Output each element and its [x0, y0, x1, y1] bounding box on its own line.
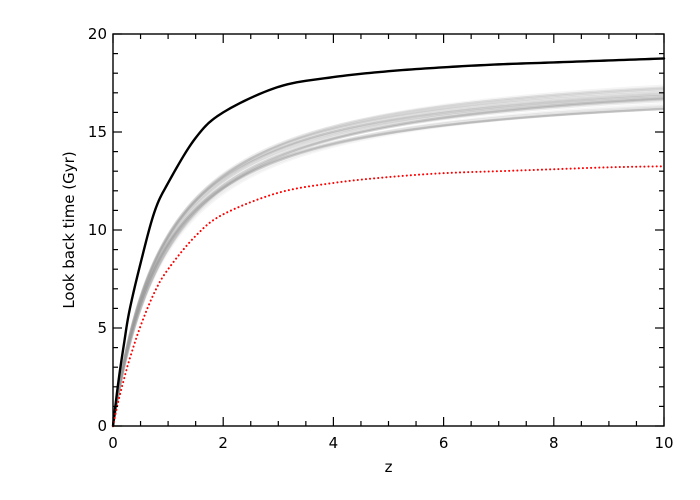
ensemble-curve	[111, 96, 665, 427]
y-tick-label: 15	[88, 123, 107, 141]
x-tick-label: 6	[439, 434, 449, 452]
x-tick-label: 8	[549, 434, 559, 452]
ensemble-curve	[111, 107, 665, 427]
ensemble-curve	[111, 87, 665, 427]
ensemble-curve	[111, 94, 665, 427]
axis-ticks	[112, 33, 665, 427]
ensemble-curve	[111, 97, 665, 427]
y-tick-label: 20	[88, 25, 107, 43]
ensemble-curve	[111, 96, 665, 427]
x-tick-label: 0	[108, 434, 118, 452]
ensemble-curve	[111, 93, 665, 427]
ensemble-curves	[111, 84, 665, 427]
series-curves	[111, 57, 666, 428]
solid-series-line	[111, 57, 666, 428]
ensemble-curve	[111, 84, 665, 427]
dotted-series-line	[112, 165, 665, 427]
ensemble-curve	[111, 107, 665, 427]
ensemble-curve	[111, 107, 665, 427]
ensemble-curve	[111, 94, 665, 427]
y-tick-label: 5	[97, 319, 107, 337]
x-tick-label: 4	[329, 434, 339, 452]
ensemble-curve	[111, 106, 665, 427]
x-tick-label: 10	[654, 434, 673, 452]
y-tick-label: 0	[97, 417, 107, 435]
ensemble-curve	[111, 97, 665, 427]
ensemble-curve	[111, 107, 665, 427]
x-tick-label: 2	[218, 434, 228, 452]
y-tick-label: 10	[88, 221, 107, 239]
ensemble-curve	[111, 91, 665, 427]
ensemble-curve	[111, 106, 665, 427]
ensemble-curve	[111, 86, 665, 427]
ensemble-curve	[111, 93, 665, 427]
ensemble-curve	[111, 88, 665, 427]
ensemble-curve	[111, 105, 665, 427]
ensemble-curve	[111, 98, 665, 427]
ensemble-curve	[111, 100, 665, 427]
ensemble-curve	[111, 92, 665, 427]
tick-labels: 0 2 4 6 8 10 0 5 10 15 20	[88, 25, 674, 452]
ensemble-curve	[111, 87, 665, 427]
ensemble-curve	[111, 89, 665, 427]
ensemble-curve	[111, 94, 665, 427]
y-axis-label: Look back time (Gyr)	[60, 151, 78, 308]
ensemble-curve	[111, 97, 665, 427]
ensemble-curve	[111, 98, 665, 427]
ensemble-curve	[111, 102, 665, 427]
ensemble-curve	[111, 86, 665, 427]
x-axis-label: z	[385, 458, 393, 476]
